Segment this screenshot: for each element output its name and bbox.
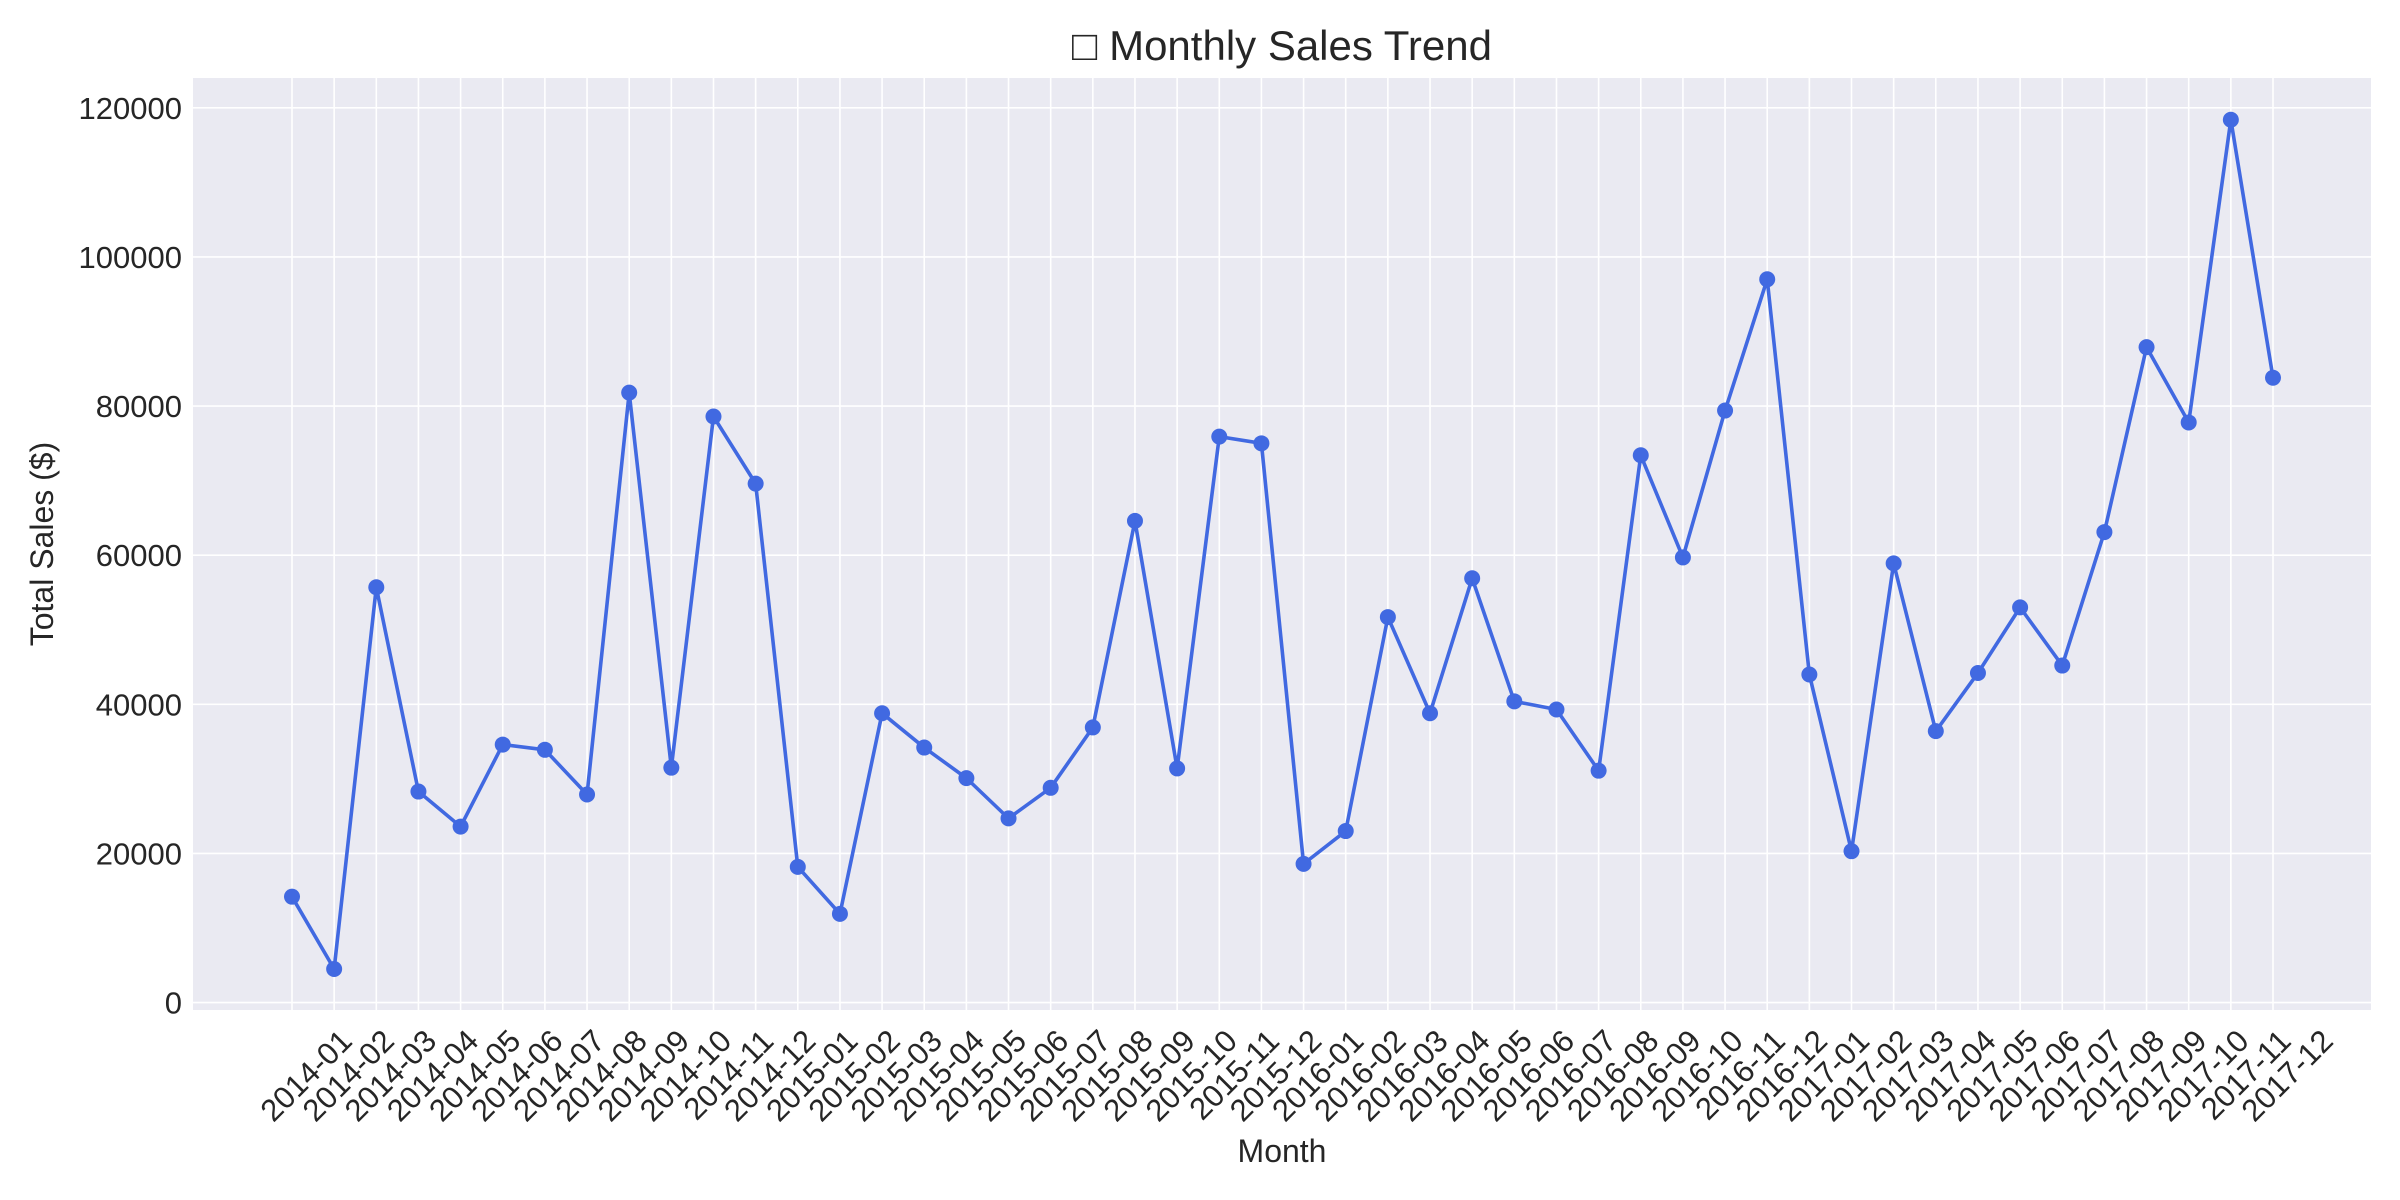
data-point — [1169, 760, 1186, 777]
data-point — [831, 905, 848, 922]
data-point — [1632, 447, 1649, 464]
data-point — [1548, 701, 1565, 718]
series-layer — [290, 117, 2275, 971]
data-point — [747, 475, 764, 492]
data-point — [1000, 810, 1017, 827]
data-point — [1843, 843, 1860, 860]
data-point — [1126, 512, 1143, 529]
data-point — [1253, 435, 1270, 452]
data-point — [1464, 570, 1481, 587]
y-tick-label: 20000 — [96, 836, 182, 871]
data-point — [789, 858, 806, 875]
data-points — [284, 111, 2281, 977]
data-point — [2054, 657, 2071, 674]
data-point — [1506, 693, 1523, 710]
x-axis-label: Month — [1238, 1133, 1327, 1169]
series-line — [290, 117, 2275, 971]
data-point — [621, 384, 638, 401]
data-point — [1759, 271, 1776, 288]
chart-title: □ Monthly Sales Trend — [1072, 22, 1492, 69]
data-point — [1927, 723, 1944, 740]
y-tick-label: 120000 — [79, 91, 182, 126]
data-point — [874, 705, 891, 722]
y-axis-ticks: 0 20000 40000 60000 80000 100000 120000 — [79, 91, 182, 1021]
data-point — [1295, 855, 1312, 872]
y-tick-label: 0 — [165, 986, 182, 1021]
data-point — [410, 783, 427, 800]
data-point — [1969, 664, 1986, 681]
data-point — [663, 759, 680, 776]
data-point — [2012, 599, 2029, 616]
data-point — [705, 408, 722, 425]
x-axis-ticks: 2014-012014-022014-032014-042014-052014-… — [254, 1023, 2340, 1128]
data-point — [536, 741, 553, 758]
grid-lines — [193, 78, 2371, 1010]
data-point — [1042, 779, 1059, 796]
y-axis-label: Total Sales ($) — [24, 442, 60, 647]
data-point — [2180, 414, 2197, 431]
y-tick-label: 40000 — [96, 687, 182, 722]
data-point — [1674, 549, 1691, 566]
data-point — [1801, 666, 1818, 683]
data-point — [1211, 428, 1228, 445]
data-point — [2138, 339, 2155, 356]
plot-area — [193, 78, 2371, 1010]
data-point — [916, 739, 933, 756]
data-point — [494, 736, 511, 753]
data-point — [958, 770, 975, 787]
data-point — [452, 818, 469, 835]
data-point — [1590, 762, 1607, 779]
data-point — [368, 579, 385, 596]
data-point — [1084, 719, 1101, 736]
data-point — [2096, 524, 2113, 541]
data-point — [1717, 402, 1734, 419]
data-point — [326, 960, 343, 977]
data-point — [284, 888, 300, 905]
y-tick-label: 60000 — [96, 538, 182, 573]
data-point — [2265, 369, 2281, 386]
data-point — [1379, 609, 1396, 626]
y-tick-label: 100000 — [79, 240, 182, 275]
data-point — [1337, 823, 1354, 840]
y-tick-label: 80000 — [96, 389, 182, 424]
data-point — [2222, 111, 2239, 128]
data-point — [1885, 555, 1902, 572]
data-point — [579, 786, 596, 803]
data-point — [1422, 705, 1439, 722]
